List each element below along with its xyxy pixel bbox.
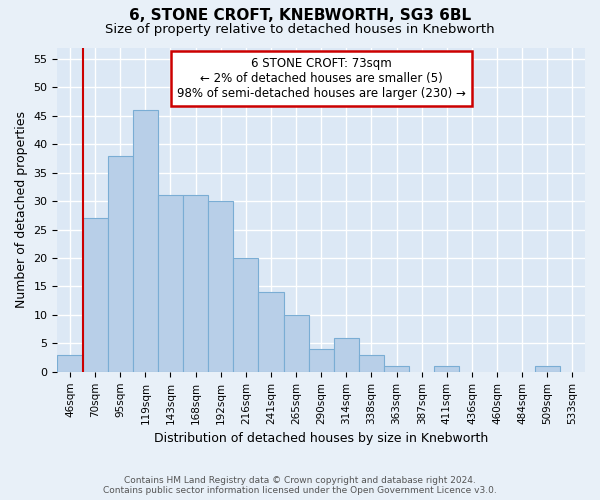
Bar [107, 156, 133, 372]
Y-axis label: Number of detached properties: Number of detached properties [15, 111, 28, 308]
Text: Size of property relative to detached houses in Knebworth: Size of property relative to detached ho… [105, 22, 495, 36]
Bar [233, 258, 259, 372]
Bar [259, 292, 284, 372]
X-axis label: Distribution of detached houses by size in Knebworth: Distribution of detached houses by size … [154, 432, 488, 445]
Text: Contains HM Land Registry data © Crown copyright and database right 2024.
Contai: Contains HM Land Registry data © Crown c… [103, 476, 497, 495]
Bar [384, 366, 409, 372]
Bar [183, 196, 208, 372]
Bar [334, 338, 359, 372]
Text: 6, STONE CROFT, KNEBWORTH, SG3 6BL: 6, STONE CROFT, KNEBWORTH, SG3 6BL [129, 8, 471, 22]
Text: 6 STONE CROFT: 73sqm
← 2% of detached houses are smaller (5)
98% of semi-detache: 6 STONE CROFT: 73sqm ← 2% of detached ho… [177, 57, 466, 100]
Bar [83, 218, 107, 372]
Bar [133, 110, 158, 372]
Bar [359, 355, 384, 372]
Bar [58, 355, 83, 372]
Bar [158, 196, 183, 372]
Bar [434, 366, 460, 372]
Bar [208, 201, 233, 372]
Bar [535, 366, 560, 372]
Bar [284, 315, 308, 372]
Bar [308, 349, 334, 372]
